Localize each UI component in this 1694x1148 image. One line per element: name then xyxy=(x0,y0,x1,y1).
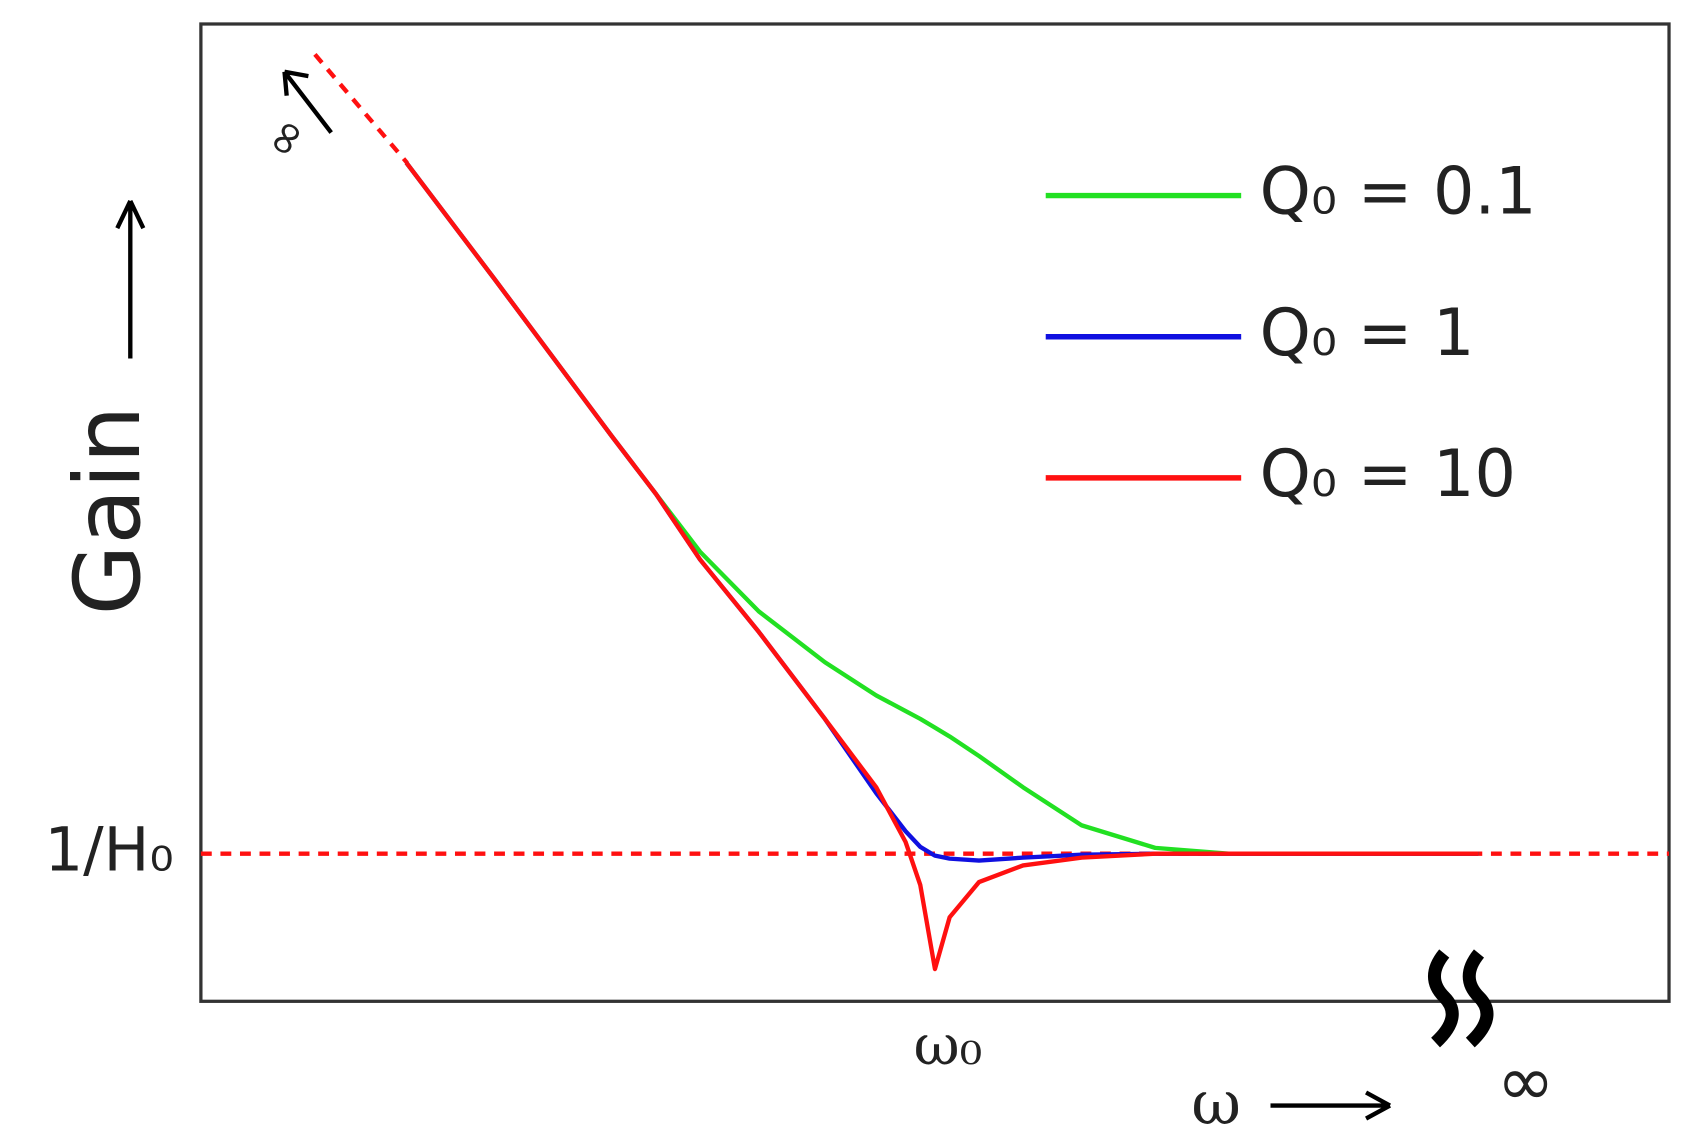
legend-label: Q₀ = 1 xyxy=(1260,296,1475,371)
y-axis-arrow xyxy=(115,200,146,359)
x-end-label: ∞ xyxy=(1497,1041,1555,1122)
infinity-label: ∞ xyxy=(252,107,320,169)
x-axis-arrow xyxy=(1270,1090,1391,1121)
axis-break xyxy=(1427,949,1494,1048)
x-axis-label: ω xyxy=(1191,1069,1241,1139)
x-tick-label: ω₀ xyxy=(914,1014,983,1079)
dashed-extension xyxy=(313,52,409,165)
plot-frame xyxy=(199,22,1671,1003)
y-tick-label: 1/H₀ xyxy=(44,815,173,885)
legend-label: Q₀ = 0.1 xyxy=(1260,155,1537,230)
infinity-arrow xyxy=(282,69,333,134)
y-axis-label: Gain xyxy=(54,406,161,616)
legend-label: Q₀ = 10 xyxy=(1260,437,1516,512)
series-line xyxy=(404,161,1479,972)
